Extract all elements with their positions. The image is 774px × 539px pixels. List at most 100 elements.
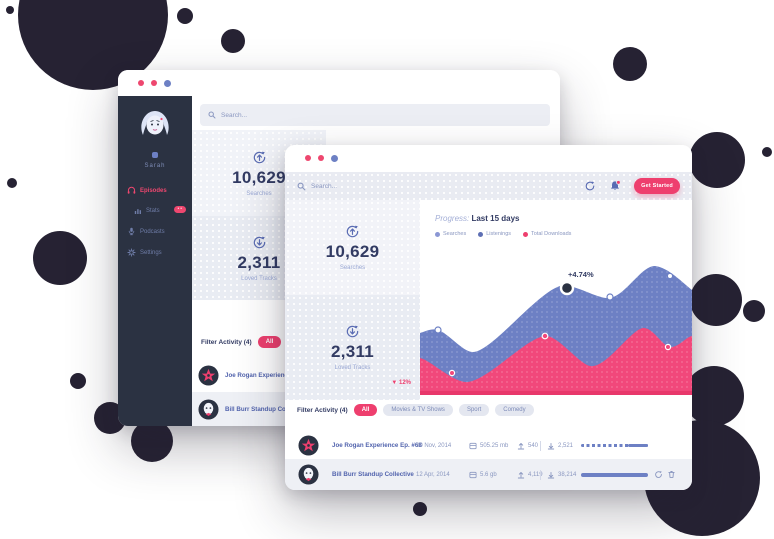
- decor-blob: [613, 47, 647, 81]
- uploads-value: 4,119: [528, 471, 543, 478]
- progress-bar: [581, 472, 648, 477]
- filter-label: Filter Activity (4): [201, 338, 252, 346]
- downloads-value: 2,521: [558, 442, 574, 449]
- search-input[interactable]: Search...: [297, 182, 571, 191]
- decor-blob: [6, 6, 14, 14]
- search-icon: [208, 111, 216, 119]
- stat-value: 10,629: [232, 167, 286, 187]
- legend-label: Searches: [443, 231, 467, 237]
- upload-refresh-icon: [346, 225, 359, 238]
- sidebar-item-label: Settings: [140, 249, 162, 256]
- stat-delta-badge: ▼ 12%: [391, 380, 411, 386]
- toolbar: Search... Get Started: [285, 172, 692, 200]
- window-control-minimize[interactable]: [151, 80, 157, 86]
- headphones-icon: [127, 186, 136, 194]
- window-control-minimize[interactable]: [318, 155, 324, 161]
- microphone-icon: [128, 227, 135, 236]
- refresh-icon[interactable]: [654, 470, 663, 479]
- filter-pill-all[interactable]: All: [353, 404, 378, 416]
- filter-pill-sport[interactable]: Sport: [458, 404, 490, 416]
- sidebar: Sarah Episodes Stats: [118, 96, 192, 426]
- filter-pill-movies[interactable]: Movies & TV Shows: [383, 404, 453, 416]
- front-titlebar: [285, 145, 692, 171]
- legend-item-searches[interactable]: Searches: [435, 231, 466, 237]
- upload-arrow-icon: [517, 471, 525, 478]
- filter-pill-all[interactable]: All: [257, 336, 282, 348]
- window-control-close[interactable]: [138, 80, 144, 86]
- window-control-maximize[interactable]: [331, 154, 338, 162]
- filter-pill-comedy[interactable]: Comedy: [495, 404, 534, 416]
- sidebar-item-podcasts[interactable]: Podcasts: [118, 221, 192, 242]
- download-refresh-icon: [346, 325, 359, 338]
- downloads-value: 38,214: [558, 471, 577, 478]
- data-point-marker: [448, 369, 456, 377]
- window-control-maximize[interactable]: [164, 79, 171, 87]
- episode-artwork: [198, 364, 219, 386]
- table-row-bill-burr[interactable]: Bill Burr Standup Collective 12 Apr, 201…: [285, 459, 692, 490]
- size-value: 505.25 mb: [480, 442, 509, 449]
- list-item-joe-rogan[interactable]: Joe Rogan Experience Ep. #68: [192, 358, 560, 392]
- episode-artwork: [298, 435, 319, 456]
- get-started-button[interactable]: Get Started: [634, 178, 680, 194]
- front-window: Search... Get Started 10,629: [285, 145, 692, 490]
- table-row-joe-rogan[interactable]: Joe Rogan Experience Ep. #68 30 Nov, 201…: [285, 432, 692, 459]
- sync-icon[interactable]: [584, 180, 596, 192]
- delete-icon[interactable]: [667, 470, 676, 479]
- sidebar-item-label: Stats: [146, 208, 160, 214]
- sidebar-menu: Episodes Stats •• Podcast: [118, 180, 192, 263]
- decor-blob: [221, 29, 245, 53]
- chart-title-range: Last 15 days: [471, 214, 520, 223]
- chart-title-prefix: Progress:: [435, 214, 470, 223]
- uploads-value: 540: [528, 442, 539, 449]
- decor-blob: [177, 8, 193, 24]
- progress-bar: [581, 444, 648, 447]
- episode-title: Bill Burr Standup Collective: [332, 471, 414, 478]
- data-point-marker: [541, 332, 549, 340]
- bar-chart-icon: [134, 209, 141, 214]
- legend-label: Total Downloads: [531, 231, 572, 237]
- episode-title: Bill Burr Standup Collective: [225, 405, 307, 413]
- filter-label: Filter Activity (4): [297, 406, 348, 414]
- legend-item-listenings[interactable]: Listenings: [478, 231, 511, 237]
- upload-arrow-icon: [517, 442, 525, 449]
- episode-downloads: 2,521: [547, 442, 573, 450]
- episode-uploads: 540: [517, 442, 538, 450]
- sidebar-item-label: Podcasts: [140, 228, 165, 235]
- stat-card-searches: 10,629 Searches: [285, 200, 420, 295]
- episode-date: 12 Apr, 2014: [416, 471, 450, 478]
- chart-legend: Searches Listenings Total Downloads: [435, 231, 571, 237]
- sidebar-item-settings[interactable]: Settings: [118, 242, 192, 263]
- chart-texture: [420, 327, 692, 395]
- decor-blob: [684, 366, 744, 426]
- decor-blob: [762, 147, 772, 157]
- episode-artwork: [298, 464, 319, 485]
- stat-card-loved-tracks: 2,311 Loved Tracks ▼ 12%: [285, 295, 420, 400]
- sidebar-item-stats[interactable]: Stats ••: [118, 201, 192, 221]
- upload-refresh-icon: [253, 151, 265, 163]
- storage-icon: [469, 471, 477, 478]
- filter-row: Filter Activity (4) All Movies & TV Show…: [297, 404, 534, 416]
- episode-size: 5.6 gb: [469, 471, 497, 479]
- chart-baseline-strip: [420, 391, 692, 395]
- notifications-bell-icon[interactable]: [609, 180, 621, 192]
- decor-blob: [7, 178, 17, 188]
- decor-blob: [33, 231, 87, 285]
- decor-blob: [131, 420, 173, 462]
- user-avatar-illustration: [141, 111, 169, 135]
- search-input[interactable]: Search...: [200, 104, 550, 126]
- legend-label: Listenings: [486, 231, 512, 237]
- verified-badge-icon: [152, 152, 158, 158]
- user-name: Sarah: [144, 163, 166, 169]
- stat-label: Loved Tracks: [241, 275, 277, 282]
- divider: [540, 469, 541, 480]
- episode-artwork: [198, 398, 219, 420]
- legend-item-total-downloads[interactable]: Total Downloads: [523, 231, 571, 237]
- sidebar-item-label: Episodes: [140, 187, 167, 194]
- window-control-close[interactable]: [305, 155, 311, 161]
- search-icon: [297, 182, 306, 190]
- legend-dot: [478, 231, 484, 237]
- decor-blob: [743, 300, 765, 322]
- sidebar-item-episodes[interactable]: Episodes: [118, 180, 192, 201]
- chart-title: Progress: Last 15 days: [435, 214, 520, 223]
